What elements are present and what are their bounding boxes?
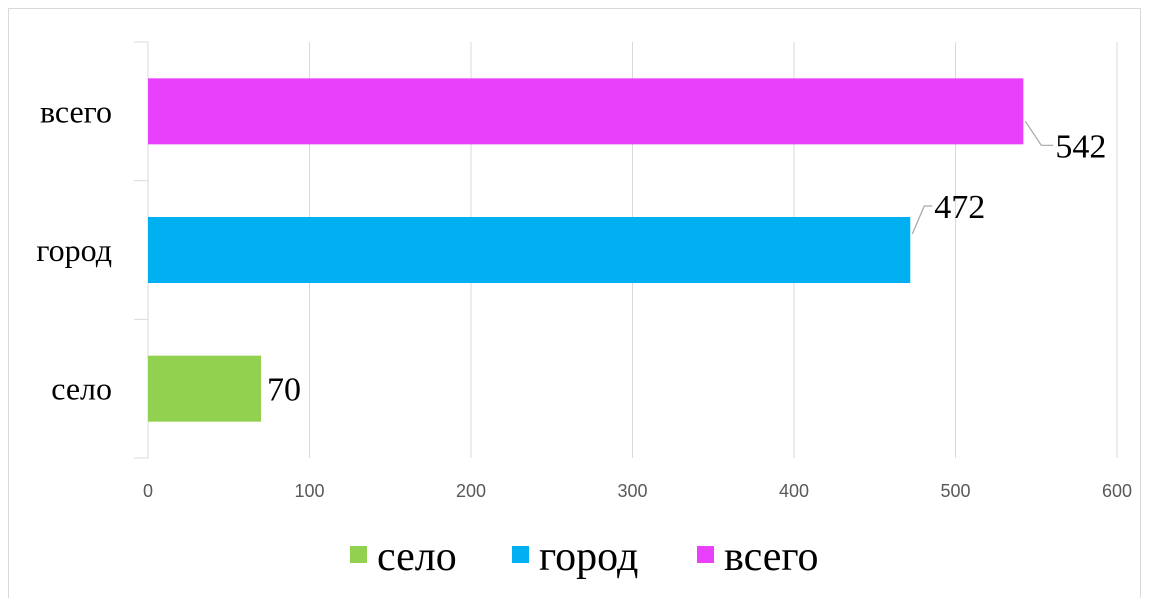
data-label: 542 — [1055, 128, 1106, 165]
data-labels: 70 472 542 — [267, 128, 1106, 408]
x-tick-label: 0 — [143, 481, 153, 501]
category-label: город — [36, 232, 112, 268]
x-tick-label: 200 — [456, 481, 486, 501]
data-label-leader — [1024, 121, 1054, 146]
bar-0 — [148, 355, 262, 422]
data-label: 472 — [934, 189, 985, 226]
category-label: всего — [40, 93, 112, 129]
bar-2 — [148, 78, 1024, 145]
bars — [148, 78, 1024, 422]
legend-swatch — [512, 546, 529, 563]
legend-label: город — [539, 534, 638, 580]
x-tick-label: 100 — [294, 481, 324, 501]
x-tick-label: 400 — [779, 481, 809, 501]
axes — [134, 41, 149, 459]
x-tick-label: 600 — [1102, 481, 1132, 501]
bar-1 — [148, 217, 911, 283]
x-tick-labels: 0 100 200 300 400 500 600 — [143, 481, 1132, 501]
category-labels: село город всего — [36, 93, 112, 406]
legend-label: село — [377, 534, 457, 580]
data-label-leaders — [911, 121, 1054, 235]
category-label: село — [51, 371, 112, 407]
legend-swatch — [350, 546, 367, 563]
legend-label: всего — [724, 534, 819, 580]
data-label: 70 — [267, 372, 301, 409]
x-tick-label: 500 — [940, 481, 970, 501]
x-tick-label: 300 — [617, 481, 647, 501]
legend-swatch — [697, 546, 714, 563]
data-label-leader — [911, 205, 933, 235]
legend: село город всего — [350, 534, 819, 580]
